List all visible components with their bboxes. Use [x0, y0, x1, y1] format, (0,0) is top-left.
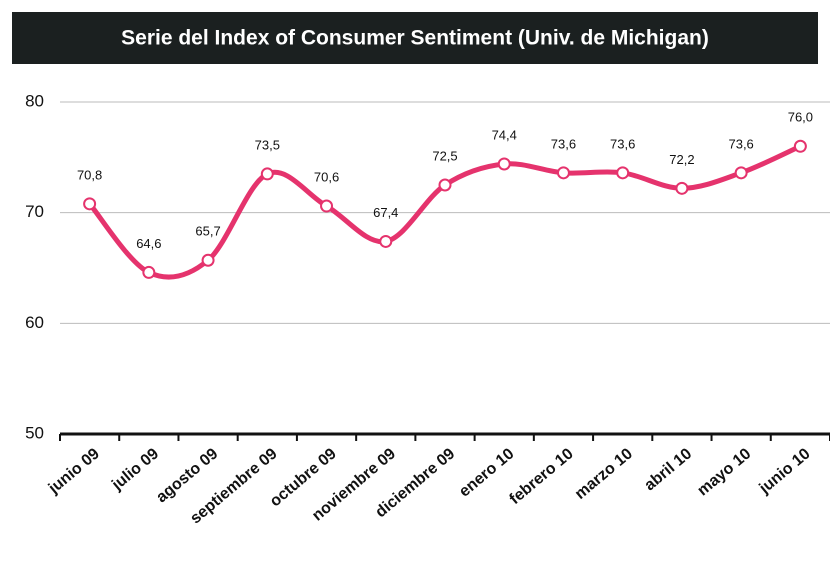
data-label: 74,4: [492, 127, 517, 142]
point-marker: [201, 253, 215, 267]
x-tick-label: junio 10: [756, 445, 814, 498]
y-tick-label: 70: [25, 202, 44, 221]
data-label: 65,7: [195, 224, 220, 239]
data-label: 67,4: [373, 205, 398, 220]
data-label: 70,8: [77, 167, 102, 182]
title-bar: [12, 12, 818, 64]
data-label: 72,2: [669, 152, 694, 167]
point-marker: [556, 166, 570, 180]
point-marker: [83, 197, 97, 211]
x-tick-label: julio 09: [108, 445, 162, 494]
y-tick-label: 50: [25, 423, 44, 442]
data-label: 73,6: [551, 136, 576, 151]
data-label: 72,5: [432, 148, 457, 163]
x-tick-label: marzo 10: [572, 445, 636, 503]
point-marker: [379, 234, 393, 248]
point-marker: [675, 181, 689, 195]
data-label: 64,6: [136, 236, 161, 251]
data-label: 73,6: [610, 136, 635, 151]
data-label: 76,0: [788, 110, 813, 125]
data-label: 70,6: [314, 169, 339, 184]
x-tick-label: junio 09: [45, 445, 103, 498]
data-label: 73,6: [728, 136, 753, 151]
data-label: 73,5: [255, 137, 280, 152]
y-tick-label: 80: [25, 91, 44, 110]
point-marker: [793, 139, 807, 153]
point-marker: [497, 157, 511, 171]
point-marker: [260, 167, 274, 181]
point-marker: [616, 166, 630, 180]
x-tick-label: abril 10: [641, 445, 695, 494]
chart-title: Serie del Index of Consumer Sentiment (U…: [121, 27, 709, 50]
point-marker: [734, 166, 748, 180]
y-tick-label: 60: [25, 313, 44, 332]
x-tick-label: mayo 10: [694, 445, 754, 499]
x-tick-label: febrero 10: [507, 445, 577, 508]
point-marker: [142, 265, 156, 279]
point-marker: [438, 178, 452, 192]
point-marker: [320, 199, 334, 213]
